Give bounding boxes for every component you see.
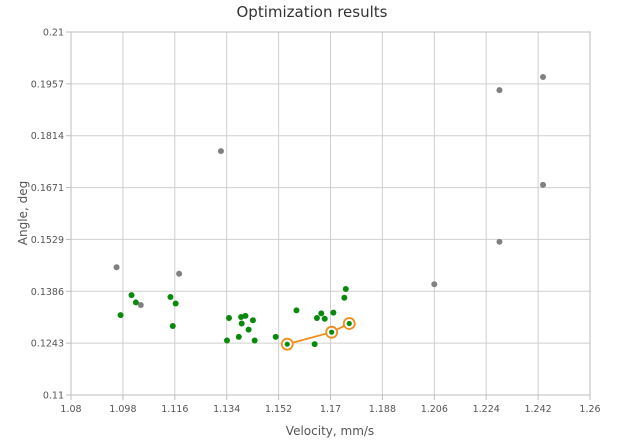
green-data-point[interactable] xyxy=(318,310,325,317)
green-data-point[interactable] xyxy=(226,315,233,322)
gray-data-point[interactable] xyxy=(540,74,547,81)
gray-data-point[interactable] xyxy=(176,270,183,277)
green-data-point[interactable] xyxy=(293,307,300,314)
x-tick-label: 1.098 xyxy=(109,404,136,415)
chart-title: Optimization results xyxy=(237,3,388,21)
green-data-point[interactable] xyxy=(223,337,230,344)
grid xyxy=(70,31,591,396)
y-tick-label: 0.21 xyxy=(43,28,64,39)
y-tick-label: 0.1814 xyxy=(31,131,64,142)
y-tick-label: 0.1529 xyxy=(31,235,64,246)
green-data-point[interactable] xyxy=(242,312,249,319)
green-data-point[interactable] xyxy=(341,294,348,301)
green-data-point[interactable] xyxy=(117,312,124,319)
green-data-point[interactable] xyxy=(169,323,176,330)
green-data-point[interactable] xyxy=(249,317,256,324)
x-tick-label: 1.134 xyxy=(213,404,240,415)
green-data-point[interactable] xyxy=(128,292,135,299)
y-tick-label: 0.1243 xyxy=(31,339,64,350)
x-tick-label: 1.152 xyxy=(265,404,292,415)
gray-data-point[interactable] xyxy=(496,238,503,245)
x-tick-label: 1.116 xyxy=(161,404,188,415)
x-tick-label: 1.17 xyxy=(320,404,341,415)
green-data-point[interactable] xyxy=(251,337,258,344)
gray-data-point[interactable] xyxy=(540,181,547,188)
orange-series xyxy=(280,317,356,351)
green-data-point[interactable] xyxy=(272,333,279,340)
x-tick-label: 1.188 xyxy=(369,404,396,415)
y-axis-ticks: 0.11 0.1243 0.1386 0.1529 0.1671 0.1814 0.1957… xyxy=(31,28,71,402)
gray-data-point[interactable] xyxy=(113,264,120,271)
green-data-point[interactable] xyxy=(311,341,318,348)
highlight-point[interactable] xyxy=(284,341,290,347)
x-tick-label: 1.26 xyxy=(579,404,600,415)
green-data-point[interactable] xyxy=(313,315,320,322)
gray-data-point[interactable] xyxy=(431,281,438,288)
x-axis-label: Velocity, mm/s xyxy=(286,424,374,438)
x-axis-ticks: 1.08 1.098 1.116 1.134 1.152 1.17 1.188 1.206 1.… xyxy=(60,395,601,415)
highlight-point[interactable] xyxy=(346,320,352,327)
highlight-point[interactable] xyxy=(329,329,335,335)
y-tick-label: 0.1386 xyxy=(31,287,64,298)
green-data-point[interactable] xyxy=(245,326,252,333)
y-axis-label: Angle, deg xyxy=(16,181,30,245)
green-data-point[interactable] xyxy=(321,315,328,322)
gray-series xyxy=(113,74,547,308)
data-series xyxy=(113,74,547,351)
y-tick-label: 0.11 xyxy=(43,391,64,402)
x-tick-label: 1.08 xyxy=(60,404,81,415)
x-tick-label: 1.224 xyxy=(473,404,500,415)
gray-data-point[interactable] xyxy=(217,148,224,155)
green-series xyxy=(117,286,349,348)
x-tick-label: 1.242 xyxy=(524,404,551,415)
orange-series-line xyxy=(287,322,350,346)
y-tick-label: 0.1671 xyxy=(31,183,64,194)
green-data-point[interactable] xyxy=(330,309,337,316)
green-data-point[interactable] xyxy=(235,333,242,340)
gray-data-point[interactable] xyxy=(496,87,503,94)
y-tick-label: 0.1957 xyxy=(31,79,64,90)
green-data-point[interactable] xyxy=(238,320,245,327)
green-data-point[interactable] xyxy=(172,300,179,307)
x-tick-label: 1.206 xyxy=(421,404,448,415)
green-data-point[interactable] xyxy=(132,299,139,306)
gray-data-point[interactable] xyxy=(137,301,144,308)
green-data-point[interactable] xyxy=(167,293,174,300)
green-data-point[interactable] xyxy=(342,286,349,293)
